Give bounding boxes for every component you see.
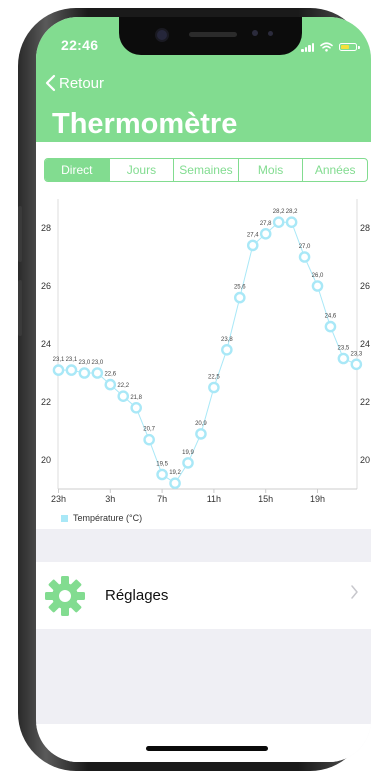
- data-point: [78, 367, 91, 379]
- y-tick-label-right: 26: [360, 281, 370, 291]
- home-indicator[interactable]: [146, 746, 268, 751]
- y-tick-label-right: 28: [360, 223, 370, 233]
- data-label: 19,9: [182, 450, 194, 456]
- data-point: [143, 433, 155, 446]
- data-point: [272, 216, 285, 229]
- x-tick-label: 3h: [105, 494, 115, 504]
- volume-up-button: [18, 206, 22, 262]
- bottom-area: [36, 724, 371, 762]
- data-point: [285, 216, 298, 229]
- temperature-chart: 20 22 24 26 28 20 22 24 26 28 23h 3h 7h 11h 15h 19h 2…: [41, 199, 370, 504]
- data-point: [221, 343, 233, 356]
- x-tick-label: 15h: [258, 494, 273, 504]
- y-tick-label-right: 24: [360, 339, 370, 349]
- data-point: [117, 390, 130, 402]
- data-point: [169, 477, 181, 490]
- tab-semaines[interactable]: Semaines: [174, 159, 239, 181]
- data-point: [311, 280, 324, 292]
- data-label: 23,3: [351, 351, 363, 357]
- data-label: 19,2: [169, 470, 181, 476]
- data-point: [182, 457, 194, 469]
- data-point: [298, 251, 311, 263]
- data-point: [324, 320, 337, 333]
- data-label: 24,6: [325, 314, 337, 320]
- chevron-right-icon: [351, 585, 358, 599]
- status-icons: [301, 41, 360, 53]
- front-camera: [155, 28, 169, 42]
- phone-screen: 22:46 Retour Thermomètre Direct Jours Se…: [36, 17, 371, 762]
- data-point: [233, 291, 246, 304]
- speaker-grille: [189, 32, 237, 37]
- x-tick-label: 7h: [157, 494, 167, 504]
- data-label: 23,0: [92, 360, 104, 366]
- data-point: [208, 381, 220, 394]
- data-label: 22,5: [208, 375, 220, 381]
- data-point: [52, 364, 65, 376]
- data-label: 28,2: [286, 209, 298, 215]
- data-label: 22,2: [117, 383, 129, 389]
- y-tick-label-right: 22: [360, 397, 370, 407]
- volume-down-button: [18, 280, 22, 336]
- y-tick-label: 28: [41, 223, 51, 233]
- data-label: 19,5: [156, 462, 168, 468]
- sensor: [268, 31, 273, 36]
- data-point: [246, 239, 259, 252]
- chart-legend: Température (°C): [61, 513, 142, 523]
- legend-swatch: [61, 514, 68, 522]
- y-tick-label: 24: [41, 339, 51, 349]
- data-label: 23,5: [338, 346, 350, 352]
- settings-row[interactable]: Réglages: [36, 562, 371, 629]
- y-tick-label-right: 20: [360, 455, 370, 465]
- data-label: 23,1: [53, 357, 65, 363]
- wifi-icon: [320, 42, 333, 52]
- data-label: 25,6: [234, 285, 246, 291]
- data-point: [104, 378, 117, 391]
- legend-label: Température (°C): [73, 513, 143, 523]
- data-label: 28,2: [273, 209, 285, 215]
- data-point: [259, 228, 272, 240]
- page-title: Thermomètre: [52, 108, 238, 140]
- data-point: [350, 358, 363, 371]
- period-segmented-control: Direct Jours Semaines Mois Années: [44, 158, 368, 182]
- signal-icon: [301, 42, 314, 52]
- battery-icon: [339, 43, 360, 51]
- back-label: Retour: [59, 74, 105, 92]
- x-tick-label: 19h: [310, 494, 325, 504]
- y-tick-label: 22: [41, 397, 51, 407]
- data-point: [91, 367, 104, 379]
- status-time: 22:46: [61, 37, 99, 53]
- data-point: [337, 352, 350, 365]
- sensor: [252, 30, 258, 36]
- back-button[interactable]: Retour: [44, 74, 104, 92]
- data-label: 21,8: [130, 395, 142, 401]
- data-point: [130, 401, 142, 414]
- y-tick-label: 26: [41, 281, 51, 291]
- data-label: 23,8: [221, 337, 233, 343]
- data-point: [156, 468, 168, 481]
- data-label: 27,0: [299, 244, 311, 250]
- tab-jours[interactable]: Jours: [110, 159, 175, 181]
- series-line: [58, 221, 357, 484]
- data-label: 20,9: [195, 421, 207, 427]
- x-tick-label: 11h: [207, 494, 221, 504]
- data-label: 27,8: [260, 221, 272, 227]
- x-tick-label: 23h: [51, 494, 66, 504]
- data-label: 23,1: [66, 357, 78, 363]
- data-label: 27,4: [247, 232, 259, 238]
- data-label: 22,6: [104, 372, 116, 378]
- tab-mois[interactable]: Mois: [239, 159, 304, 181]
- settings-label: Réglages: [105, 587, 169, 604]
- data-label: 20,7: [143, 427, 155, 433]
- chart-card: [36, 142, 371, 529]
- notch: [119, 17, 302, 55]
- data-point: [195, 428, 207, 440]
- data-label: 23,0: [79, 360, 91, 366]
- tab-direct[interactable]: Direct: [45, 159, 110, 181]
- y-tick-label: 20: [41, 455, 51, 465]
- gear-icon: [45, 575, 85, 616]
- data-label: 26,0: [312, 273, 324, 279]
- data-point: [65, 364, 78, 376]
- tab-annees[interactable]: Années: [314, 163, 356, 177]
- chevron-left-icon: [45, 74, 56, 92]
